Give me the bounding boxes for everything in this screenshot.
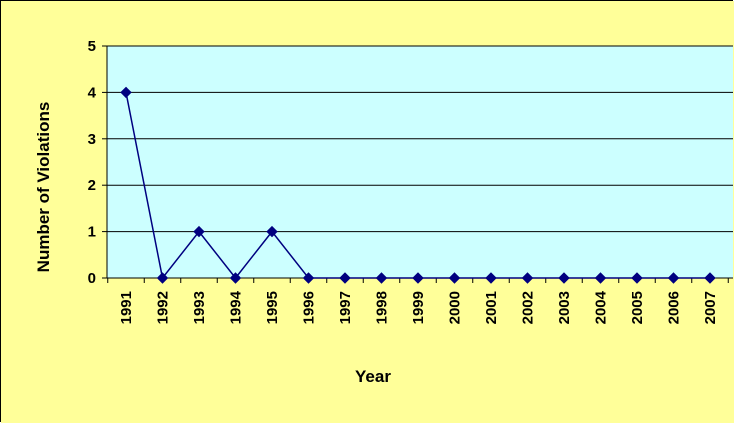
data-point-marker xyxy=(667,272,680,284)
y-axis-title: Number of Violations xyxy=(34,102,53,273)
y-tick-label: 3 xyxy=(88,131,96,148)
y-tick-label: 1 xyxy=(88,224,96,241)
y-tick-label: 2 xyxy=(88,177,96,194)
data-point-marker xyxy=(266,225,278,238)
data-point-marker xyxy=(448,272,461,284)
x-tick-label: 2005 xyxy=(629,291,646,324)
data-series xyxy=(120,86,716,284)
x-tick-label: 1995 xyxy=(264,291,281,324)
data-point-marker xyxy=(558,272,570,284)
x-tick-labels: 1991 1992 1993 1994 1995 1996 1997 1998 1999 2000… xyxy=(118,290,719,324)
x-tick-label: 2003 xyxy=(556,291,573,324)
data-point-marker xyxy=(521,272,534,284)
y-tick-label: 4 xyxy=(88,84,97,101)
plot-area xyxy=(107,46,733,278)
x-tick-label: 1999 xyxy=(410,291,427,324)
data-point-marker xyxy=(594,272,607,284)
x-tick-label: 2007 xyxy=(702,291,719,324)
x-tick-label: 2004 xyxy=(593,290,610,324)
gridlines xyxy=(107,45,733,233)
y-tick-label: 0 xyxy=(88,270,96,287)
x-tick-label: 1994 xyxy=(228,290,245,324)
data-point-marker xyxy=(120,86,132,99)
data-point-marker xyxy=(375,272,388,284)
data-point-marker xyxy=(631,272,643,284)
data-point-marker xyxy=(193,225,205,238)
x-tick-label: 2000 xyxy=(447,291,464,324)
data-point-marker xyxy=(412,272,424,284)
x-tick-label: 1993 xyxy=(191,291,208,324)
data-point-marker xyxy=(229,272,242,284)
x-axis-title: Year xyxy=(355,367,391,386)
data-point-marker xyxy=(485,272,497,284)
y-tick-labels: 0 1 2 3 4 5 xyxy=(88,38,97,287)
data-point-marker xyxy=(339,272,351,284)
x-tick-label: 1991 xyxy=(118,291,135,324)
data-point-marker xyxy=(704,272,716,284)
y-tick-label: 5 xyxy=(88,38,96,55)
x-tick-label: 1996 xyxy=(301,291,318,324)
x-tick-label: 1998 xyxy=(374,291,391,324)
x-tick-label: 1997 xyxy=(337,291,354,324)
data-point-marker xyxy=(156,272,169,284)
x-tick-label: 2002 xyxy=(520,291,537,324)
x-tick-label: 1992 xyxy=(155,291,172,324)
x-tick-label: 2001 xyxy=(483,291,500,324)
data-point-marker xyxy=(302,272,315,284)
x-tick-label: 2006 xyxy=(666,291,683,324)
